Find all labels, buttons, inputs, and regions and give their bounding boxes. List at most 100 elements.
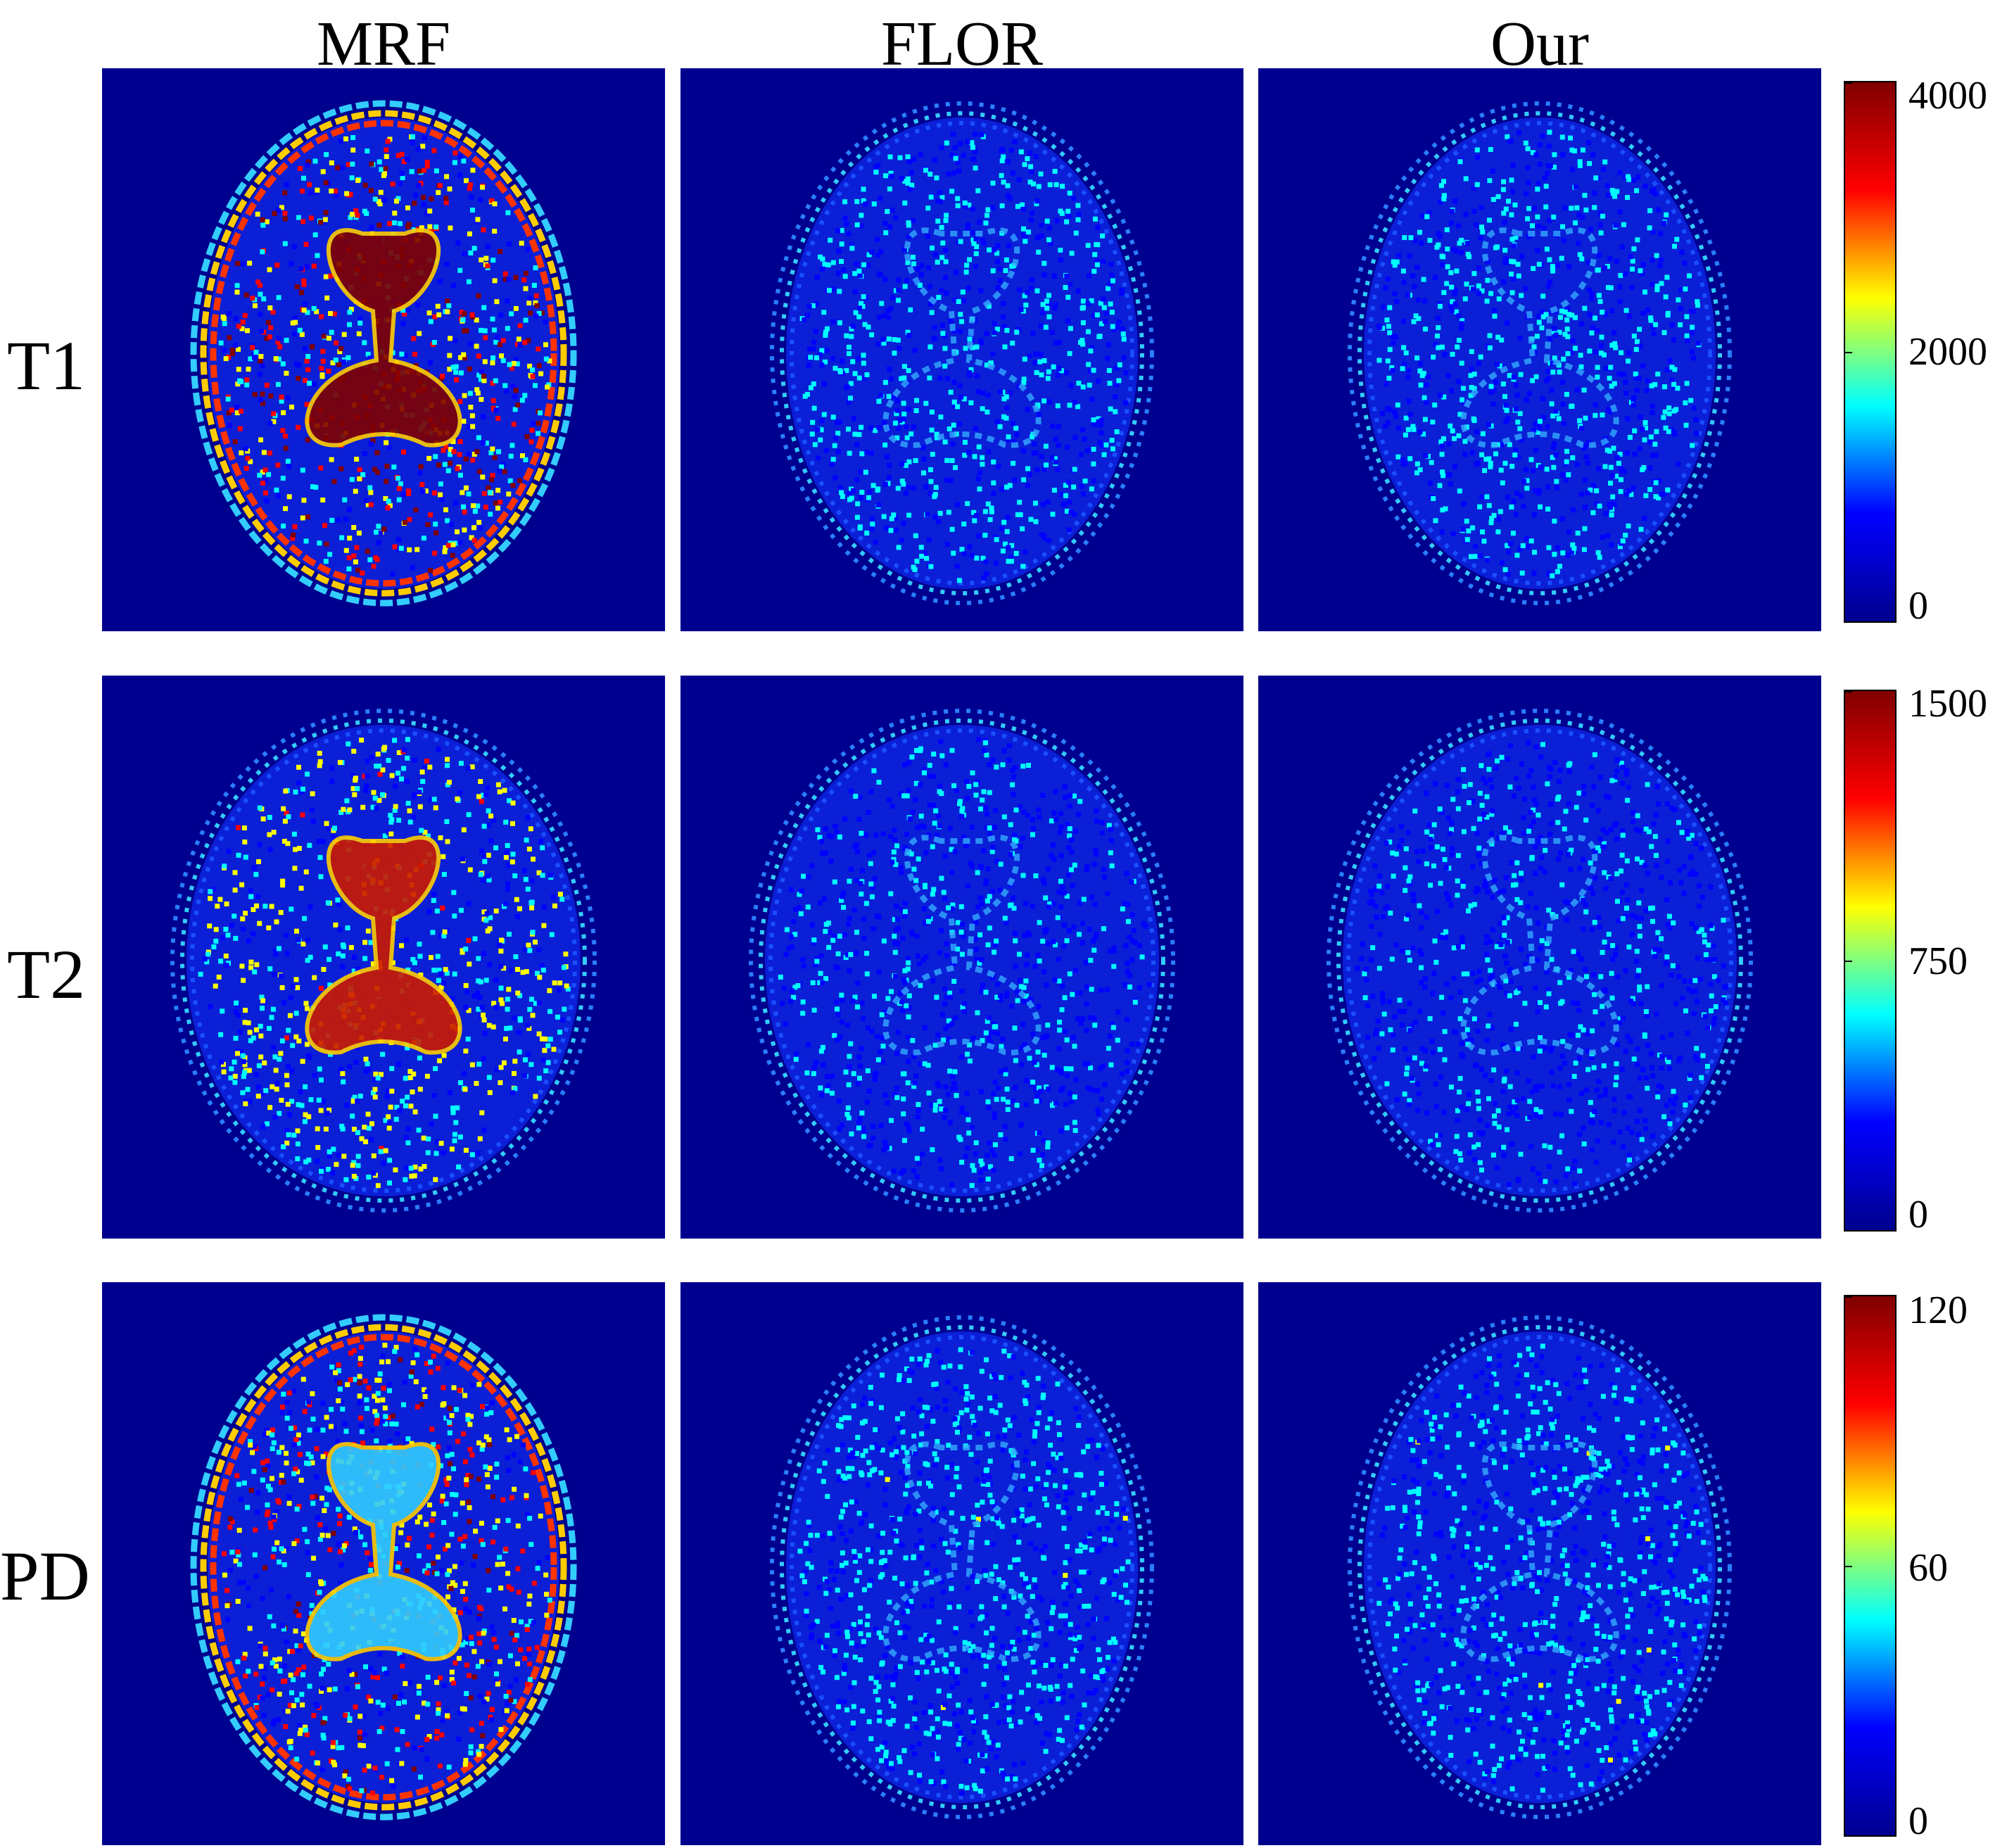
speckle [1683, 422, 1689, 428]
speckle [1028, 217, 1034, 223]
speckle [395, 546, 400, 552]
speckle [1647, 225, 1652, 231]
speckle [874, 1070, 880, 1076]
speckle [1571, 148, 1577, 153]
speckle [1426, 210, 1432, 215]
speckle [492, 278, 498, 284]
speckle [476, 1006, 481, 1012]
speckle [1370, 994, 1376, 999]
speckle [1480, 847, 1486, 852]
speckle [1653, 494, 1659, 500]
speckle [1524, 478, 1530, 483]
speckle [1080, 298, 1086, 304]
speckle [1488, 384, 1494, 389]
speckle [1020, 764, 1026, 769]
speckle [543, 356, 549, 362]
speckle [1457, 338, 1462, 343]
speckle [310, 344, 315, 350]
speckle [1518, 1151, 1524, 1157]
speckle [872, 876, 878, 882]
speckle [1500, 1042, 1506, 1048]
speckle [882, 442, 888, 448]
speckle [514, 897, 519, 902]
speckle [447, 353, 452, 358]
speckle [1634, 949, 1640, 954]
speckle [499, 353, 504, 359]
speckle [1063, 493, 1068, 498]
speckle [1642, 289, 1647, 295]
speckle [1077, 900, 1082, 906]
speckle [1057, 1019, 1062, 1025]
speckle [1666, 405, 1672, 411]
speckle [305, 938, 310, 943]
speckle [963, 1111, 969, 1117]
speckle [875, 488, 880, 493]
brain-tissue [1364, 118, 1716, 589]
speckle [965, 883, 970, 889]
speckle [1475, 1028, 1481, 1034]
speckle [1565, 351, 1571, 356]
speckle [936, 295, 942, 300]
speckle [1055, 467, 1061, 472]
speckle [1038, 171, 1044, 177]
speckle [490, 405, 496, 411]
speckle [1433, 518, 1438, 524]
speckle [1084, 1001, 1089, 1007]
speckle [1013, 938, 1018, 944]
speckle [549, 932, 555, 937]
speckle [258, 437, 263, 443]
speckle [1461, 767, 1467, 773]
speckle [1546, 545, 1552, 550]
speckle [434, 909, 440, 914]
speckle [1100, 259, 1106, 265]
speckle [830, 1073, 835, 1079]
speckle [1377, 932, 1383, 937]
speckle [381, 197, 387, 203]
speckle [489, 477, 494, 483]
speckle [937, 199, 943, 204]
speckle [492, 455, 498, 460]
speckle [1069, 251, 1075, 256]
speckle [1488, 464, 1493, 469]
speckle [1518, 900, 1524, 906]
speckle [1053, 816, 1059, 822]
speckle [1590, 510, 1596, 516]
speckle [1041, 969, 1046, 975]
speckle [1064, 219, 1070, 224]
speckle [946, 1023, 951, 1028]
speckle [245, 455, 251, 461]
speckle [1125, 1068, 1130, 1074]
speckle [1502, 393, 1507, 399]
speckle [498, 985, 504, 991]
speckle [938, 928, 944, 933]
speckle [1076, 381, 1082, 386]
speckle [839, 241, 844, 247]
speckle [417, 942, 422, 947]
speckle [233, 935, 239, 941]
speckle [1691, 405, 1697, 411]
speckle [809, 923, 815, 928]
speckle [1543, 1004, 1549, 1010]
speckle [1588, 885, 1593, 891]
speckle [1456, 433, 1462, 438]
speckle [234, 410, 240, 416]
speckle [1120, 287, 1125, 293]
speckle [1518, 372, 1524, 377]
speckle [1610, 473, 1616, 479]
speckle [552, 903, 557, 909]
speckle [1550, 268, 1556, 274]
speckle [889, 173, 894, 179]
speckle [911, 1053, 917, 1059]
speckle [1023, 239, 1028, 244]
speckle [260, 217, 265, 222]
speckle [1127, 985, 1132, 989]
speckle [1044, 298, 1049, 304]
speckle [944, 477, 950, 483]
speckle [251, 907, 256, 912]
speckle [1039, 532, 1044, 538]
speckle [1384, 1081, 1390, 1087]
speckle [349, 175, 355, 181]
speckle [1102, 319, 1108, 324]
speckle [1108, 1034, 1113, 1039]
speckle [868, 450, 874, 456]
